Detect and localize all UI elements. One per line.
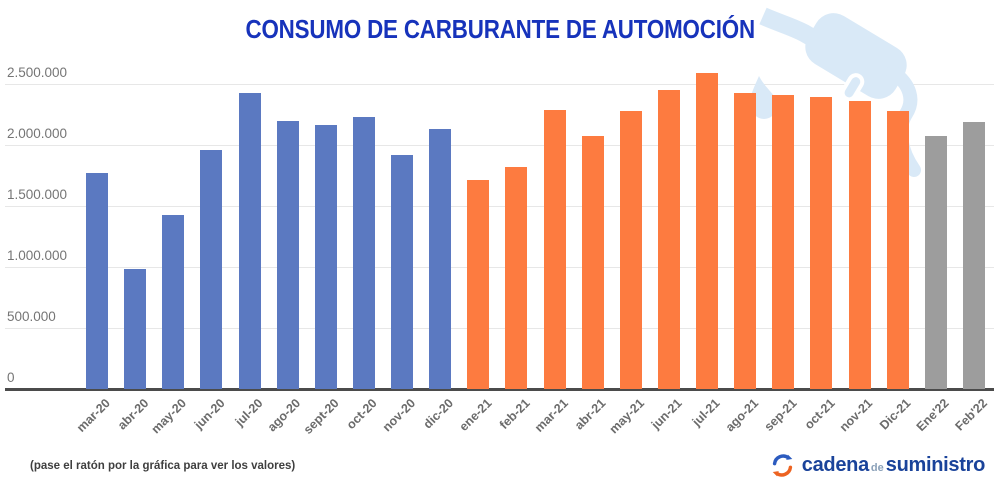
- gridline: [5, 328, 994, 329]
- x-tick-label: may-21: [606, 396, 647, 437]
- x-tick-label: oct-20: [343, 396, 380, 432]
- bar-abr-21[interactable]: [581, 136, 604, 389]
- gridline: [5, 267, 994, 268]
- bar-chart[interactable]: [78, 59, 993, 389]
- logo-word-de: de: [870, 462, 884, 474]
- gridline: [5, 206, 994, 207]
- bar-sept-20[interactable]: [314, 125, 337, 389]
- gridline: [5, 84, 994, 85]
- x-tick-label: jun-21: [648, 396, 685, 432]
- logo-word-suministro: suministro: [885, 454, 986, 476]
- x-tick-label: nov-21: [837, 396, 876, 435]
- bar-may-21[interactable]: [619, 111, 642, 389]
- bar-jun-21[interactable]: [657, 90, 680, 389]
- x-tick-label: dic-20: [420, 396, 457, 432]
- x-tick-label: abr-20: [114, 396, 152, 433]
- x-tick-label: oct-21: [801, 396, 838, 432]
- x-axis-line: [5, 388, 994, 391]
- y-tick-label: 1.000.000: [7, 248, 68, 263]
- bar-dic-20[interactable]: [429, 129, 452, 389]
- x-tick-label: Feb'22: [952, 396, 990, 434]
- y-tick-label: 2.500.000: [7, 65, 68, 80]
- y-tick-label: 0: [7, 370, 15, 385]
- bar-mar-21[interactable]: [543, 110, 566, 389]
- bar-oct-20[interactable]: [352, 117, 375, 389]
- x-tick-label: abr-21: [572, 396, 609, 433]
- page-title: CONSUMO DE CARBURANTE DE AUTOMOCIÓN: [0, 14, 1000, 45]
- page-title-text: CONSUMO DE CARBURANTE DE AUTOMOCIÓN: [245, 14, 755, 44]
- bar-oct-21[interactable]: [810, 97, 833, 389]
- y-tick-label: 1.500.000: [7, 187, 68, 202]
- logo-word-cadena: cadena: [801, 454, 869, 476]
- x-tick-label: may-20: [148, 396, 190, 437]
- bar-feb-22[interactable]: [962, 122, 985, 389]
- y-tick-label: 500.000: [7, 309, 56, 324]
- x-tick-label: Ene'22: [913, 396, 952, 435]
- circular-arrows-logo-icon: [772, 454, 793, 477]
- bar-ago-20[interactable]: [276, 121, 299, 389]
- bar-may-20[interactable]: [162, 215, 185, 389]
- x-tick-label: jul-20: [232, 396, 266, 429]
- bar-nov-20[interactable]: [391, 155, 414, 389]
- x-tick-label: sep-21: [761, 396, 800, 434]
- y-tick-label: 2.000.000: [7, 126, 68, 141]
- bar-ago-21[interactable]: [734, 93, 757, 389]
- x-tick-label: ago-20: [265, 396, 304, 435]
- bar-jul-20[interactable]: [238, 93, 261, 389]
- x-tick-label: ago-21: [722, 396, 762, 435]
- bar-dic-21[interactable]: [886, 111, 909, 389]
- bar-abr-20[interactable]: [124, 269, 147, 389]
- bar-nov-21[interactable]: [848, 101, 871, 389]
- x-axis-labels: mar-20 abr-20 may-20 jun-20 jul-20 ago-20 sept…: [74, 396, 993, 500]
- x-tick-label: sept-20: [300, 396, 342, 437]
- x-tick-label: mar-21: [531, 396, 571, 435]
- x-tick-label: feb-21: [496, 396, 533, 432]
- bar-feb-21[interactable]: [505, 167, 528, 389]
- logo-wordmark: cadena de suministro: [801, 454, 986, 477]
- x-tick-label: jul-21: [689, 396, 723, 429]
- x-tick-label: jun-20: [191, 396, 228, 432]
- x-tick-label: nov-20: [379, 396, 418, 435]
- x-tick-label: ene-21: [456, 396, 495, 434]
- bar-mar-20[interactable]: [86, 173, 109, 389]
- bar-ene-21[interactable]: [467, 180, 490, 389]
- x-tick-label: Dic-21: [877, 396, 914, 433]
- bar-ene-22[interactable]: [924, 136, 947, 389]
- gridline: [5, 145, 994, 146]
- bar-jun-20[interactable]: [200, 150, 223, 389]
- bar-sep-21[interactable]: [772, 95, 795, 389]
- x-tick-label: mar-20: [74, 396, 113, 435]
- cadena-de-suministro-logo[interactable]: cadena de suministro: [770, 453, 985, 478]
- hover-hint-text: (pase el ratón por la gráfica para ver l…: [30, 460, 296, 472]
- bar-jul-21[interactable]: [696, 73, 719, 389]
